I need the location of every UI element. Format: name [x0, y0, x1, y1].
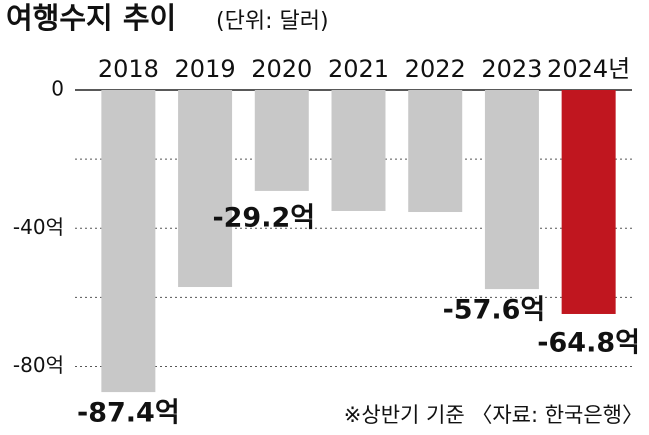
chart-title: 여행수지 추이 — [6, 1, 176, 35]
bar — [101, 90, 156, 393]
chart-subtitle: (단위: 달러) — [216, 9, 329, 34]
y-tick-label: 0 — [51, 77, 64, 101]
bar — [331, 90, 386, 211]
bar — [561, 90, 616, 314]
footnote: ※상반기 기준 〈자료: 한국은행〉 — [344, 403, 643, 427]
x-tick-label: 2019 — [175, 55, 236, 83]
y-tick-label: -80억 — [13, 353, 64, 377]
value-label: -64.8억 — [537, 327, 640, 358]
x-tick-label: 2024년 — [547, 55, 630, 83]
bar — [484, 90, 539, 290]
value-label: -87.4억 — [77, 398, 180, 429]
x-tick-label: 2022 — [405, 55, 466, 83]
bar — [254, 90, 309, 191]
x-tick-label: 2023 — [481, 55, 542, 83]
bar — [408, 90, 463, 213]
bar — [178, 90, 233, 288]
value-label: -57.6억 — [443, 295, 546, 326]
x-tick-label: 2018 — [98, 55, 159, 83]
value-label: -29.2억 — [212, 202, 315, 233]
y-tick-label: -40억 — [13, 215, 64, 239]
x-tick-label: 2021 — [328, 55, 389, 83]
x-tick-label: 2020 — [251, 55, 312, 83]
